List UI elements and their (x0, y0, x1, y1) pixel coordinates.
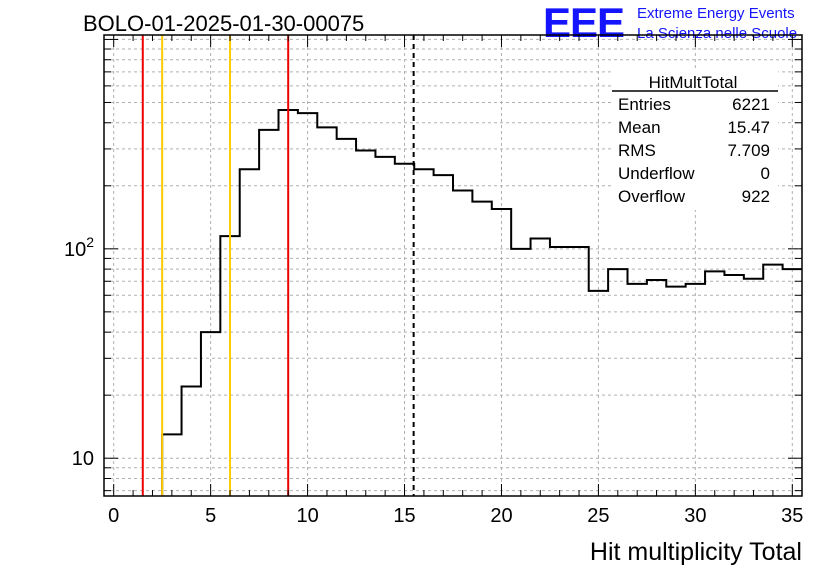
eee-logo: EEE (543, 0, 625, 46)
histogram-layer (161, 109, 802, 496)
x-tick-label: 5 (205, 505, 216, 527)
stats-row-value: 922 (742, 187, 770, 206)
stats-box: HitMultTotal Entries 6221 Mean 15.47 RMS 7.70… (612, 70, 778, 210)
stats-background (612, 70, 778, 210)
x-tick-label: 0 (108, 505, 119, 527)
y-tick-label: 10 (72, 448, 94, 470)
plot-frame (103, 34, 803, 497)
stats-rows: Entries 6221 Mean 15.47 RMS 7.709 Underflow 0 Ov… (618, 95, 770, 206)
stats-row-label: Mean (618, 118, 661, 137)
stats-row-label: Overflow (618, 187, 686, 206)
x-tick-label: 20 (490, 505, 512, 527)
stats-row-label: Entries (618, 95, 671, 114)
plot-title: BOLO-01-2025-01-30-00075 (83, 11, 365, 36)
stats-row-label: Underflow (618, 164, 695, 183)
x-tick-label: 15 (393, 505, 415, 527)
x-tick-label: 25 (587, 505, 609, 527)
eee-logo-line1: Extreme Energy Events (637, 5, 795, 22)
histogram-outline (161, 109, 802, 496)
x-tick-label: 10 (296, 505, 318, 527)
x-tick-label: 35 (781, 505, 803, 527)
y-tick-label: 102 (64, 234, 94, 261)
marker-lines-layer (141, 35, 415, 496)
stats-row-value: 7.709 (727, 141, 770, 160)
tick-layer (104, 35, 802, 496)
x-axis-title: Hit multiplicity Total (590, 538, 802, 566)
stats-row-label: RMS (618, 141, 656, 160)
stats-title: HitMultTotal (649, 73, 738, 92)
stats-row-value: 0 (761, 164, 770, 183)
x-tick-label: 30 (684, 505, 706, 527)
eee-logo-line2: La Scienza nelle Scuole (637, 25, 798, 42)
stats-row-value: 15.47 (727, 118, 770, 137)
tick-label-layer: 0 5 10 15 20 25 30 35 10 102 (64, 234, 803, 527)
stats-row-value: 6221 (732, 95, 770, 114)
